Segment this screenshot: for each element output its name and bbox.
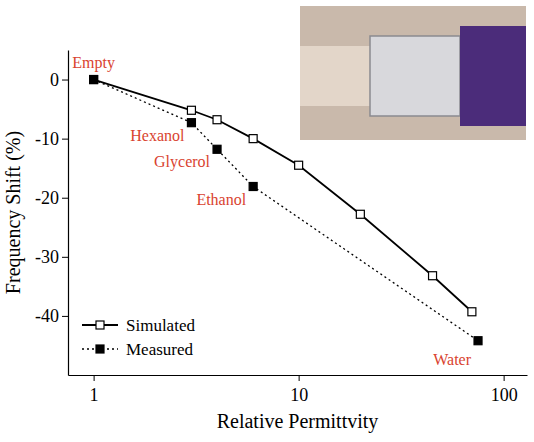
inset-glove — [460, 26, 526, 126]
y-tick: 0 — [50, 70, 68, 90]
y-tick-mark — [62, 316, 68, 317]
x-axis-title: Relative Permittvity — [217, 410, 379, 433]
series-marker — [249, 135, 257, 143]
annotation: Glycerol — [154, 153, 211, 171]
legend: Simulated Measured — [82, 316, 195, 359]
y-tick: -20 — [35, 188, 68, 208]
series-marker — [468, 308, 476, 316]
background — [0, 0, 534, 442]
series-marker — [187, 106, 195, 114]
x-tick: 10 — [290, 375, 308, 405]
y-tick-mark — [62, 80, 68, 81]
y-tick-label: -10 — [35, 129, 59, 149]
legend-marker — [96, 321, 104, 329]
annotation: Hexanol — [130, 127, 185, 144]
x-tick-label: 100 — [491, 385, 518, 405]
y-axis-title: Frequency Shift (%) — [2, 131, 25, 294]
y-tick-label: -20 — [35, 188, 59, 208]
legend-label: Simulated — [126, 316, 195, 335]
x-tick-mark — [504, 375, 505, 381]
inset-background — [300, 6, 526, 140]
x-tick-label: 1 — [90, 385, 99, 405]
series-marker — [213, 145, 221, 153]
x-tick: 100 — [491, 375, 518, 405]
x-tick-mark — [94, 375, 95, 381]
chart: 1 10 100 0 -10 -20 -30 -40 Empty Hexanol Glycerol E… — [0, 0, 534, 442]
series-marker — [187, 119, 195, 127]
y-tick-label: 0 — [50, 70, 59, 90]
inset-sensor — [370, 36, 460, 116]
y-tick-mark — [62, 257, 68, 258]
legend-label: Measured — [126, 340, 194, 359]
series-marker — [249, 183, 257, 191]
series-marker — [356, 210, 364, 218]
y-axis: 0 -10 -20 -30 -40 — [35, 51, 69, 376]
y-tick: -30 — [35, 247, 68, 267]
x-tick: 1 — [90, 375, 99, 405]
series-marker — [90, 76, 98, 84]
y-tick-mark — [62, 139, 68, 140]
x-tick-mark — [299, 375, 300, 381]
annotation: Ethanol — [196, 191, 246, 208]
y-tick-label: -40 — [35, 306, 59, 326]
y-tick: -40 — [35, 306, 68, 326]
y-axis-line — [68, 51, 69, 376]
y-tick-label: -30 — [35, 247, 59, 267]
x-axis-line — [69, 375, 528, 376]
x-axis: 1 10 100 — [69, 375, 528, 405]
series-marker — [213, 116, 221, 124]
annotation: Empty — [72, 54, 115, 72]
legend-item: Measured — [82, 340, 194, 359]
inset-photo — [300, 6, 526, 140]
series-marker — [295, 161, 303, 169]
series-marker — [90, 76, 98, 84]
series-marker — [429, 272, 437, 280]
x-tick-label: 10 — [290, 385, 308, 405]
y-tick: -10 — [35, 129, 68, 149]
series-marker — [474, 337, 482, 345]
legend-marker — [96, 345, 104, 353]
y-tick-mark — [62, 198, 68, 199]
legend-item: Simulated — [82, 316, 195, 335]
annotation: Water — [433, 351, 471, 368]
